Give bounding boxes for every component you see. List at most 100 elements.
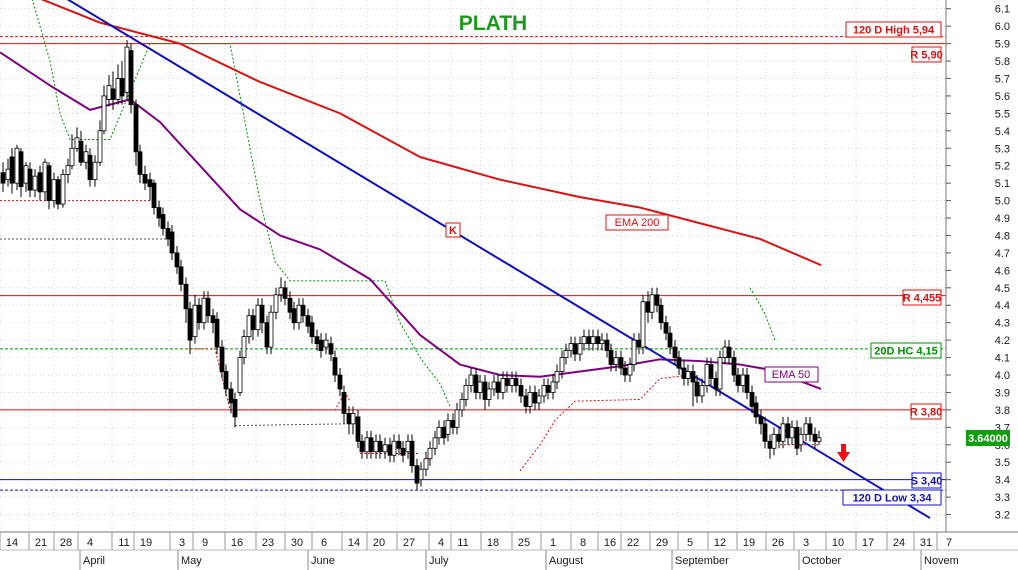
candle-body-down <box>228 388 234 404</box>
candle <box>273 287 279 320</box>
x-day-label: 20 <box>373 537 385 549</box>
candle-body-up <box>92 161 98 181</box>
candle-body-up <box>14 147 20 184</box>
candle <box>513 371 519 393</box>
x-month-label: Novem <box>924 555 959 567</box>
candle <box>563 343 569 365</box>
candle-body-down <box>128 50 134 106</box>
candle <box>445 413 451 442</box>
candle-body-up <box>816 437 822 442</box>
candle <box>241 329 247 365</box>
candle <box>749 385 755 414</box>
candle <box>685 364 691 386</box>
candle-body-down <box>377 440 383 453</box>
candle-body-down <box>654 294 660 306</box>
candle-body-up <box>69 147 75 167</box>
candle-body-down <box>762 423 768 442</box>
candle <box>608 343 614 372</box>
candle-body-up <box>391 440 397 456</box>
candle <box>300 298 306 323</box>
candle <box>87 148 93 187</box>
candle <box>463 378 469 407</box>
candle <box>124 40 130 100</box>
candle-body-up <box>192 304 198 338</box>
candle-body-up <box>237 357 243 393</box>
candle-body-down <box>396 440 402 449</box>
candle <box>454 402 460 435</box>
candle-body-up <box>649 294 655 313</box>
candle-body-down <box>78 140 84 163</box>
x-day-label: 19 <box>140 537 152 549</box>
y-tick-label: 4.6 <box>995 265 1010 277</box>
candle-body-down <box>690 371 696 383</box>
candle <box>268 305 274 355</box>
candle-body-down <box>658 304 664 324</box>
x-day-label: 26 <box>772 537 784 549</box>
candle-body-up <box>246 315 252 338</box>
candle-body-down <box>414 465 420 484</box>
candle-body-up <box>559 357 565 372</box>
candle-body-up <box>201 297 207 324</box>
candle-body-down <box>219 346 225 372</box>
candle <box>459 392 465 417</box>
x-day-label: 12 <box>714 537 726 549</box>
x-month-label: August <box>549 555 583 567</box>
candle <box>789 420 795 445</box>
candle <box>495 375 501 400</box>
x-day-label: 16 <box>604 537 616 549</box>
candle <box>119 61 125 105</box>
candle-body-up <box>803 423 809 435</box>
candle <box>599 333 605 351</box>
candle-body-down <box>55 179 61 205</box>
candle-body-up <box>577 343 583 355</box>
candle-body-up <box>350 412 356 425</box>
y-tick-label: 3.8 <box>995 405 1010 417</box>
candle <box>259 298 265 334</box>
candle-body-up <box>463 385 469 400</box>
candle-body-down <box>504 378 510 386</box>
candle-body-down <box>309 322 315 338</box>
candle-body-down <box>586 336 592 345</box>
candle-body-down <box>645 301 651 313</box>
candle-body-down <box>174 252 180 268</box>
x-day-label: 16 <box>231 537 243 549</box>
candle-body-down <box>183 283 189 310</box>
candle-body-down <box>387 444 393 456</box>
y-tick-label: 4.1 <box>995 353 1010 365</box>
candle <box>174 245 180 274</box>
candle-body-up <box>42 161 48 193</box>
candle-body-up <box>373 440 379 453</box>
candle-body-down <box>169 231 175 254</box>
candle <box>323 333 329 355</box>
candle-body-up <box>509 378 515 386</box>
candle-body-down <box>142 174 148 184</box>
x-month-label: May <box>181 555 202 567</box>
candle-body-down <box>27 168 33 191</box>
candle-body-down <box>37 172 43 193</box>
candle-body-down <box>604 339 610 351</box>
candle <box>27 162 33 198</box>
candle-body-down <box>18 151 24 188</box>
ema50-label-text: EMA 50 <box>772 369 811 381</box>
y-tick-label: 4.4 <box>995 300 1010 312</box>
candle-body-up <box>486 388 492 400</box>
candle-body-up <box>405 440 411 453</box>
candle-body-up <box>789 426 795 439</box>
candle <box>735 368 741 393</box>
candle <box>527 385 533 414</box>
candle-body-down <box>355 416 361 442</box>
candle <box>187 301 193 355</box>
candle-body-down <box>545 385 551 393</box>
candle-body-up <box>65 165 71 175</box>
candle-body-down <box>807 423 813 435</box>
candle-body-up <box>459 399 465 411</box>
x-day-label: 18 <box>487 537 499 549</box>
candle <box>649 287 655 320</box>
candle <box>518 378 524 403</box>
candle-body-down <box>300 304 306 317</box>
candle-body-down <box>87 154 93 181</box>
candle-body-up <box>427 447 433 460</box>
level-label-text: S 3,40 <box>911 476 943 488</box>
x-day-label: 21 <box>35 537 47 549</box>
candle <box>32 169 38 198</box>
